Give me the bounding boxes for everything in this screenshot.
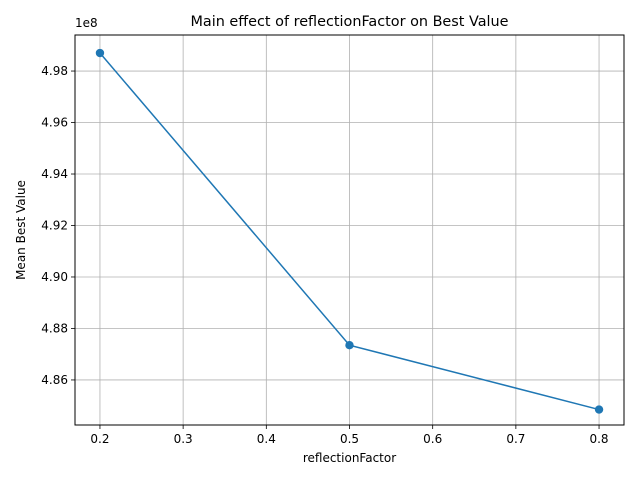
y-tick-label: 4.88 (41, 321, 68, 335)
data-point (594, 405, 604, 414)
x-axis: 0.2 0.3 0.4 0.5 0.6 0.7 0.8 (90, 425, 609, 446)
x-axis-label: reflectionFactor (303, 451, 396, 465)
chart-title: Main effect of reflectionFactor on Best … (190, 14, 508, 30)
y-axis-offset-label: 1e8 (75, 16, 98, 30)
y-axis: 4.86 4.88 4.90 4.92 4.94 4.96 4.98 (41, 64, 75, 387)
y-tick-label: 4.90 (41, 270, 68, 284)
y-tick-label: 4.96 (41, 116, 68, 130)
x-tick-label: 0.4 (257, 432, 276, 446)
x-tick-label: 0.2 (90, 432, 109, 446)
data-point (95, 48, 105, 58)
x-tick-label: 0.3 (174, 432, 193, 446)
y-axis-label: Mean Best Value (14, 180, 28, 280)
series-layer (95, 48, 604, 414)
y-tick-label: 4.92 (41, 218, 68, 232)
y-tick-label: 4.86 (41, 373, 68, 387)
x-tick-label: 0.5 (340, 432, 359, 446)
y-tick-label: 4.94 (41, 167, 68, 181)
y-tick-label: 4.98 (41, 64, 68, 78)
x-tick-label: 0.6 (423, 432, 442, 446)
x-tick-label: 0.7 (506, 432, 525, 446)
x-tick-label: 0.8 (589, 432, 608, 446)
grid (75, 35, 624, 425)
data-point (345, 340, 354, 350)
